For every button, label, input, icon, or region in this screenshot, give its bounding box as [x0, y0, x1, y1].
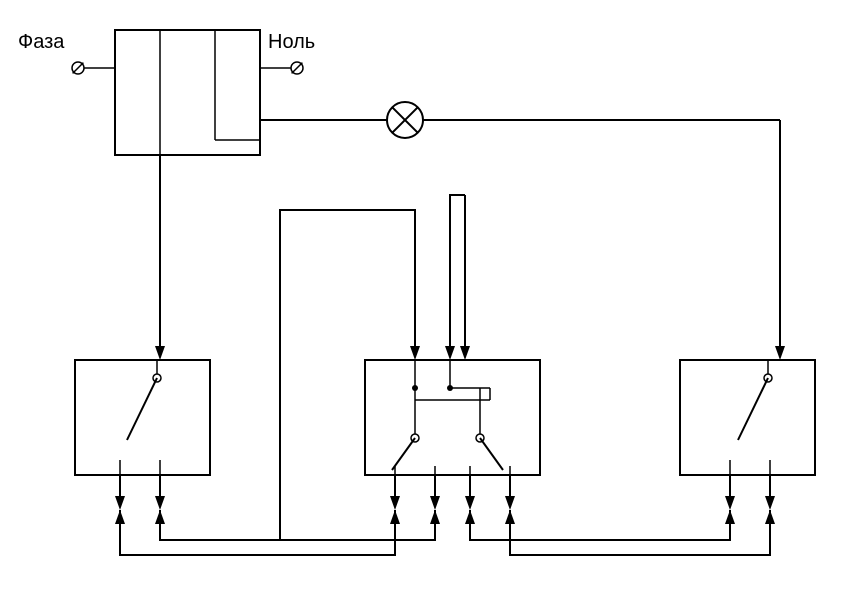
label-phase: Фаза	[18, 31, 65, 53]
wiring-diagram: Фаза Ноль	[0, 0, 865, 610]
label-neutral: Ноль	[268, 31, 315, 53]
